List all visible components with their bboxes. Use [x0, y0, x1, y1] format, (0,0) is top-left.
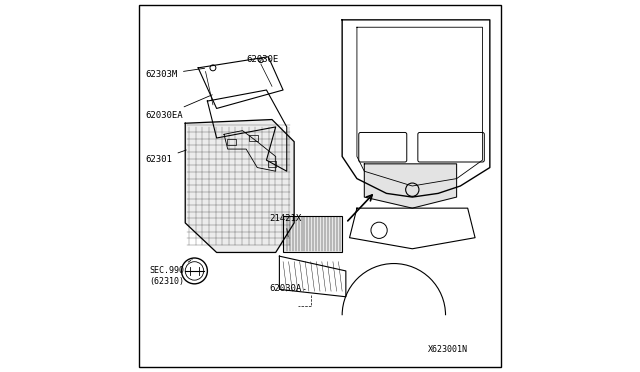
Text: 62030A: 62030A — [269, 284, 305, 293]
Polygon shape — [185, 119, 294, 253]
Text: 62303M: 62303M — [146, 68, 205, 79]
Bar — [268, 161, 276, 167]
Text: 62030EA: 62030EA — [146, 95, 212, 120]
Bar — [227, 139, 236, 145]
Polygon shape — [364, 164, 456, 208]
Bar — [249, 135, 258, 141]
Text: 62301: 62301 — [146, 150, 186, 164]
Text: 21421X: 21421X — [269, 214, 301, 237]
Text: X623001N: X623001N — [428, 345, 468, 354]
Text: 62030E: 62030E — [246, 55, 278, 64]
Bar — [283, 215, 342, 253]
Text: SEC.990
(62310): SEC.990 (62310) — [149, 260, 192, 286]
